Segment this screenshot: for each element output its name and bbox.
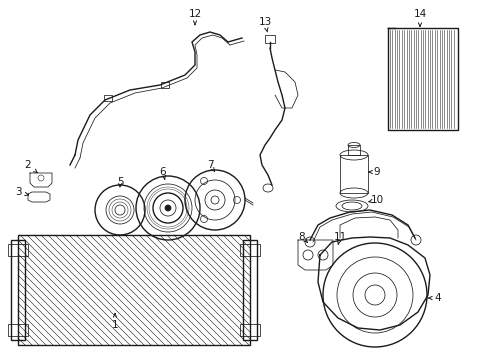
Bar (161, 82, 169, 88)
Bar (104, 95, 112, 101)
Bar (240, 324, 260, 336)
Text: 4: 4 (434, 293, 440, 303)
Text: 8: 8 (298, 232, 305, 242)
Text: 10: 10 (370, 195, 383, 205)
Bar (8, 244, 28, 256)
Bar (8, 324, 28, 336)
Text: 14: 14 (412, 9, 426, 19)
Circle shape (164, 205, 171, 211)
Text: 12: 12 (188, 9, 201, 19)
Text: 6: 6 (160, 167, 166, 177)
Text: 11: 11 (333, 232, 346, 242)
Bar (18, 235, 249, 345)
Text: 5: 5 (117, 177, 123, 187)
Bar (264, 35, 274, 43)
Bar (339, 155, 367, 193)
Text: 2: 2 (24, 160, 31, 170)
Bar (240, 244, 260, 256)
Text: 9: 9 (373, 167, 380, 177)
Bar (347, 145, 359, 155)
Text: 13: 13 (258, 17, 271, 27)
Text: 1: 1 (111, 320, 118, 330)
Text: 3: 3 (15, 187, 21, 197)
Bar (11, 240, 25, 340)
Text: 7: 7 (206, 160, 213, 170)
Bar (243, 240, 257, 340)
